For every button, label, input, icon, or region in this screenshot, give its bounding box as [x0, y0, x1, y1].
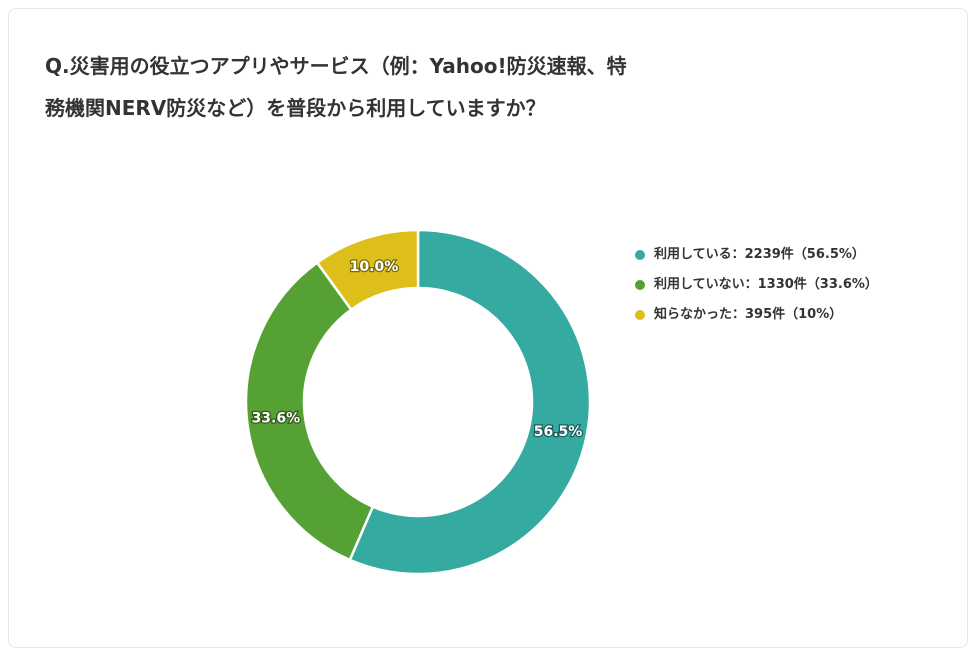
legend-label: 知らなかった：395件（10%）: [654, 307, 843, 322]
slice-unaware[interactable]: [315, 228, 420, 312]
legend-item-using[interactable]: 利用している：2239件（56.5%）: [632, 240, 878, 270]
slice-not-using[interactable]: [244, 260, 375, 562]
legend-marker-icon: [635, 250, 645, 260]
slice-percent-label: 10.0%: [350, 259, 399, 275]
slice-using[interactable]: [348, 228, 592, 576]
legend-item-not-using[interactable]: 利用していない：1330件（33.6%）: [632, 270, 878, 300]
chart-title: Q.災害用の役立つアプリやサービス（例：Yahoo!防災速報、特務機関NERV防…: [45, 54, 627, 120]
legend-marker-icon: [635, 310, 645, 320]
legend-label: 利用している：2239件（56.5%）: [654, 247, 865, 262]
slice-percent-label: 56.5%: [534, 424, 583, 440]
chart-legend: 利用している：2239件（56.5%） 利用していない：1330件（33.6%）…: [632, 240, 878, 330]
legend-marker-icon: [635, 280, 645, 290]
legend-label: 利用していない：1330件（33.6%）: [654, 277, 878, 292]
legend-item-unaware[interactable]: 知らなかった：395件（10%）: [632, 300, 878, 330]
slice-percent-label: 33.6%: [252, 411, 301, 427]
